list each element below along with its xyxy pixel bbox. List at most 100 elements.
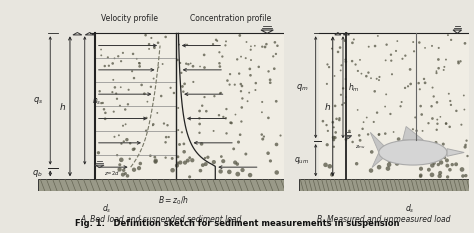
Point xyxy=(168,157,176,160)
Point xyxy=(226,170,233,174)
Point xyxy=(237,120,245,123)
Point xyxy=(128,69,136,73)
Point xyxy=(442,122,450,125)
Point xyxy=(96,89,103,93)
Point xyxy=(365,133,372,136)
Point xyxy=(354,69,362,73)
Point xyxy=(456,59,464,63)
Point xyxy=(348,59,356,63)
Point xyxy=(223,131,230,135)
Point xyxy=(196,65,204,68)
Text: $d_s$: $d_s$ xyxy=(405,203,414,215)
Point xyxy=(178,130,186,134)
Point xyxy=(113,97,121,101)
Point xyxy=(228,121,235,125)
Point xyxy=(324,63,331,66)
Point xyxy=(104,55,112,59)
Point xyxy=(336,116,343,120)
Point xyxy=(222,44,229,47)
Point xyxy=(190,80,197,84)
Point xyxy=(336,118,343,122)
Point xyxy=(420,77,428,81)
Point xyxy=(393,39,401,43)
Point xyxy=(213,39,221,43)
Point xyxy=(130,76,138,80)
Point xyxy=(199,163,207,167)
Text: $q_m$: $q_m$ xyxy=(296,82,309,93)
Point xyxy=(261,45,269,49)
Point xyxy=(219,159,227,163)
Point xyxy=(388,72,396,76)
Point xyxy=(428,117,436,120)
Polygon shape xyxy=(370,132,384,152)
Point xyxy=(448,163,456,167)
Point xyxy=(342,77,349,81)
Point xyxy=(258,45,266,48)
Point xyxy=(417,174,424,178)
Point xyxy=(237,89,245,93)
Point xyxy=(224,79,231,82)
Point xyxy=(246,73,254,77)
Point xyxy=(433,100,441,104)
Point xyxy=(111,86,118,89)
Point xyxy=(337,69,345,72)
Point xyxy=(138,83,146,87)
Point xyxy=(180,142,188,146)
Point xyxy=(417,173,425,177)
Point xyxy=(170,91,178,95)
Point xyxy=(428,164,436,167)
Point xyxy=(358,72,365,75)
Point xyxy=(393,162,401,165)
Point xyxy=(99,101,107,105)
Point xyxy=(417,104,424,108)
Point xyxy=(457,123,465,127)
Point xyxy=(111,135,118,139)
Point xyxy=(210,129,218,133)
Point xyxy=(151,46,158,50)
Point xyxy=(356,138,364,142)
Point xyxy=(265,69,273,73)
Point xyxy=(444,33,452,37)
Point xyxy=(109,62,117,65)
Point xyxy=(445,92,453,96)
Point xyxy=(259,137,266,141)
Point xyxy=(433,69,440,73)
Point xyxy=(97,48,105,51)
Point xyxy=(421,46,429,50)
Point xyxy=(453,109,460,113)
Point xyxy=(398,100,405,104)
Point xyxy=(407,82,414,86)
Point xyxy=(118,142,125,145)
Point xyxy=(416,87,424,91)
Point xyxy=(434,122,441,126)
Point xyxy=(238,84,246,88)
Point xyxy=(339,86,347,90)
Point xyxy=(447,103,455,107)
Point xyxy=(442,122,450,125)
Point xyxy=(98,101,105,105)
Point xyxy=(251,44,259,48)
Point xyxy=(258,100,266,104)
Point xyxy=(154,41,162,45)
Point xyxy=(115,134,123,137)
Point xyxy=(462,143,469,147)
Point xyxy=(121,108,129,111)
Point xyxy=(237,82,245,86)
Point xyxy=(136,62,143,65)
Point xyxy=(246,173,254,177)
Point xyxy=(146,154,154,158)
Point xyxy=(119,124,127,128)
Point xyxy=(149,123,156,127)
Point xyxy=(371,44,379,48)
Point xyxy=(199,104,206,108)
Point xyxy=(273,143,280,146)
Point xyxy=(269,55,277,58)
Point xyxy=(443,158,451,162)
Point xyxy=(326,164,334,168)
Point xyxy=(197,169,204,172)
Point xyxy=(238,97,246,100)
Point xyxy=(277,134,284,137)
Point xyxy=(322,163,329,167)
Point xyxy=(370,120,377,124)
Point xyxy=(430,95,438,98)
